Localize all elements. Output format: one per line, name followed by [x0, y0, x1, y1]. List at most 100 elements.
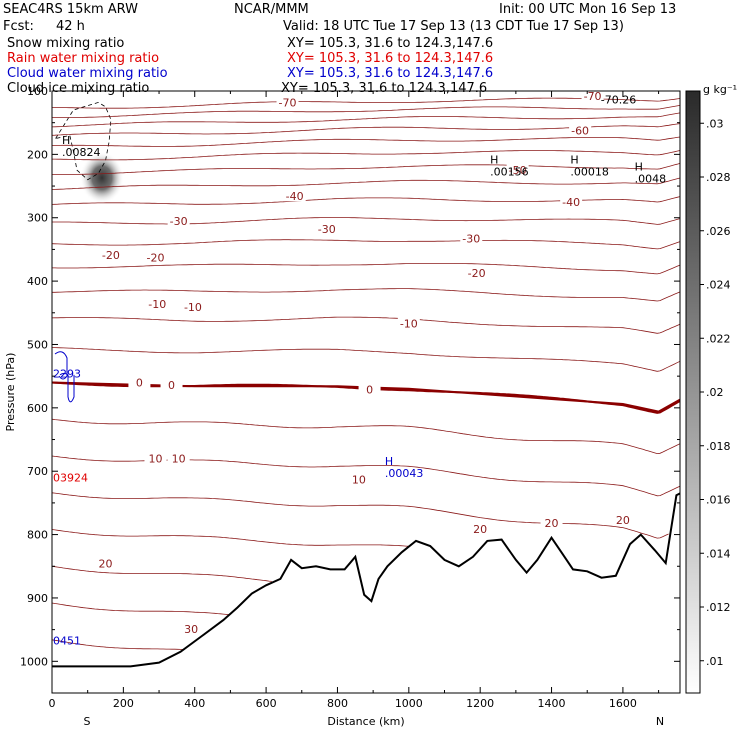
colorbar-tick-label-6: .022 — [706, 332, 731, 345]
terrain-surface-line — [52, 492, 681, 668]
field-name-cloud-water: Cloud water mixing ratio — [7, 66, 168, 81]
colorbar-tick-label-4: .018 — [706, 440, 731, 453]
y-tick-label-800: 800 — [27, 529, 48, 542]
org-label: NCAR/MMM — [234, 2, 309, 17]
field-name-rain: Rain water mixing ratio — [7, 51, 160, 66]
max-marker-label-2: H — [570, 154, 578, 167]
temperature-contour--45 — [52, 163, 681, 176]
contour-label-bg — [506, 163, 529, 176]
contour-label-18: 10 — [148, 453, 162, 466]
temperature-contour-5 — [51, 418, 681, 455]
contour-label-10: -20 — [146, 252, 164, 265]
max-marker-value-3: .0048 — [635, 173, 667, 186]
field-name-cloud-ice: Cloud ice mixing ratio — [7, 81, 150, 96]
contour-label-2: -60 — [571, 124, 589, 137]
contour-label-25: 30 — [184, 623, 198, 636]
field-xy-snow: XY= 105.3, 31.6 to 124.3,147.6 — [287, 36, 494, 51]
x-tick-label-1400: 1400 — [538, 697, 566, 710]
contour-label-16: 0 — [168, 379, 175, 392]
contour-label-bg — [146, 296, 169, 309]
contour-label-bg — [397, 316, 420, 329]
contour-label-6: -30 — [170, 215, 188, 228]
contour-label-bg — [469, 521, 492, 534]
colorbar-tick-label-7: .024 — [706, 279, 731, 292]
max-marker-label-3: H — [635, 161, 643, 174]
colorbar-tick-label-8: .026 — [706, 225, 731, 238]
edge-value-label-1: 03924 — [53, 472, 88, 485]
max-marker-value-1: .00156 — [490, 166, 529, 179]
colorbar-tick-label-0: .01 — [706, 655, 724, 668]
x-tick-label-200: 200 — [113, 697, 134, 710]
max-marker-label-1: H — [490, 154, 498, 167]
y-axis-title: Pressure (hPa) — [4, 353, 17, 432]
contour-label-bg — [276, 95, 299, 108]
contour-label-21: 20 — [616, 514, 630, 527]
north-end-label: N — [656, 715, 664, 728]
contour-label-0: -70 — [279, 96, 297, 109]
colorbar-scale — [685, 90, 701, 694]
temperature-contour-25 — [51, 565, 272, 582]
contour-label-3: -50 — [509, 164, 527, 177]
field-name-snow: Snow mixing ratio — [7, 36, 125, 51]
temperature-contour--30 — [52, 216, 681, 225]
contour-label-8: -30 — [462, 233, 480, 246]
y-tick-label-100: 100 — [27, 85, 48, 98]
temperature-contour--15 — [52, 288, 681, 302]
contour-label-20: 10 — [352, 473, 366, 486]
cloud-ice-outline — [55, 101, 112, 181]
temperature-contour--10 — [51, 316, 681, 334]
x-tick-label-600: 600 — [256, 697, 277, 710]
contour-label-bg — [167, 451, 190, 464]
max-marker-value-4: .00043 — [385, 467, 424, 480]
contour-label-bg — [611, 513, 634, 526]
contour-label-15: 0 — [136, 376, 143, 389]
contour-label-22: 20 — [545, 517, 559, 530]
temperature-contour-20 — [51, 529, 409, 547]
temperature-contour--40 — [51, 177, 681, 190]
temperature-contour--55 — [51, 136, 681, 147]
colorbar-tick-label-9: .028 — [706, 171, 731, 184]
y-tick-label-600: 600 — [27, 402, 48, 415]
plot-frame — [51, 90, 681, 694]
south-end-label: S — [84, 715, 91, 728]
temperature-contour--50 — [52, 150, 681, 161]
max-marker-value-0: .00824 — [62, 146, 101, 159]
contour-label-5: -40 — [562, 196, 580, 209]
max-marker-label-0: H — [62, 134, 70, 147]
colorbar-tick-label-2: .014 — [706, 547, 731, 560]
contour-label-bg — [181, 300, 204, 313]
x-axis-title: Distance (km) — [327, 715, 404, 728]
y-tick-label-700: 700 — [27, 465, 48, 478]
contour-label-bg — [99, 248, 122, 261]
colorbar: .01 .012 .014 .016 .018 .02 .022 .024 .026 .028 .0… — [685, 83, 737, 694]
edge-value-label-2: 0451 — [53, 634, 81, 647]
field-xy-cloud-water: XY= 105.3, 31.6 to 124.3,147.6 — [287, 66, 494, 81]
colorbar-tick-label-1: .012 — [706, 601, 731, 614]
contour-label-bg — [358, 382, 381, 395]
max-marker-value-5: -70.26 — [601, 93, 636, 106]
contour-label-13: -10 — [184, 301, 202, 314]
cloud-water-outline-lower — [59, 372, 75, 403]
x-tick-label-800: 800 — [327, 697, 348, 710]
y-tick-label-900: 900 — [27, 592, 48, 605]
temperature-contour--20 — [52, 262, 681, 275]
init-time: Init: 00 UTC Mon 16 Sep 13 — [499, 2, 677, 17]
contour-label-bg — [180, 621, 203, 634]
y-tick-label-300: 300 — [27, 212, 48, 225]
contour-label-19: 10 — [172, 453, 186, 466]
contour-label-bg — [160, 378, 183, 391]
contour-label-bg — [460, 231, 483, 244]
temperature-contour-35 — [51, 639, 184, 650]
contour-label-bg — [560, 194, 583, 207]
contour-label-7: -30 — [318, 223, 336, 236]
contour-label-23: 20 — [473, 523, 487, 536]
contour-label-bg — [144, 451, 167, 464]
valid-time: Valid: 18 UTC Tue 17 Sep 13 (13 CDT Tue … — [283, 19, 624, 34]
contour-label-bg — [94, 556, 117, 569]
temperature-contour-30 — [51, 602, 230, 616]
contour-label-4: -40 — [286, 190, 304, 203]
contour-label-bg — [144, 250, 167, 263]
cloud-water-outline — [54, 351, 68, 380]
contour-label-bg — [283, 189, 306, 202]
